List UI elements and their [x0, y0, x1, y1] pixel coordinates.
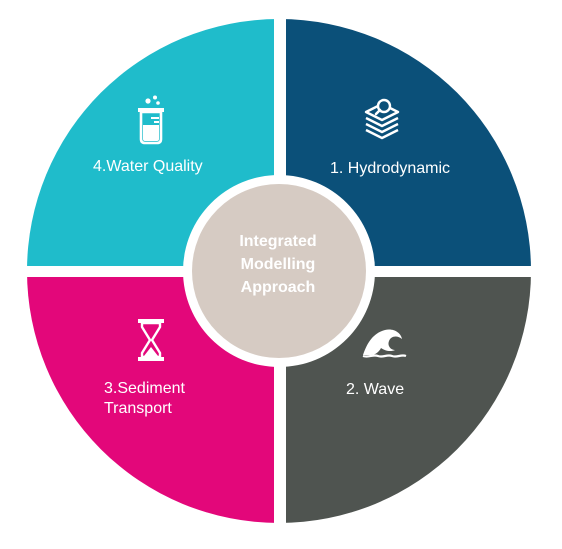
center-label-line2: Modelling: [240, 256, 316, 273]
center-circle: [192, 184, 366, 358]
center-label-line1: Integrated: [239, 233, 317, 250]
wave-icon: [362, 329, 407, 358]
layers-search-icon: [364, 98, 400, 140]
center-label-line3: Approach: [240, 279, 316, 296]
label-sediment-transport: 3.Sediment Transport: [104, 379, 185, 419]
center-label: Integrated Modelling Approach: [208, 230, 348, 299]
hourglass-icon: [138, 319, 164, 361]
label-sediment-line2: Transport: [104, 400, 172, 417]
beaker-icon: [138, 95, 164, 145]
label-wave: 2. Wave: [346, 381, 405, 398]
label-water-quality: 4.Water Quality: [93, 158, 203, 175]
label-sediment-line1: 3.Sediment: [104, 380, 185, 397]
label-hydrodynamic: 1. Hydrodynamic: [330, 160, 451, 177]
